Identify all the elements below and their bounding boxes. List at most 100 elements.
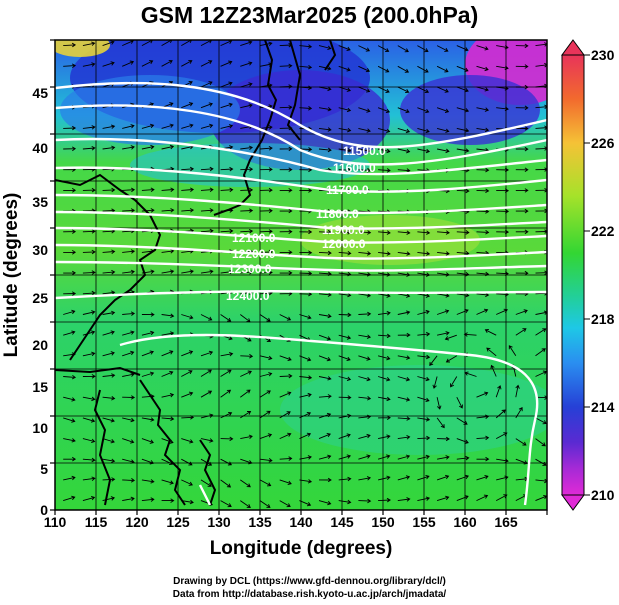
- wind-vector: [299, 500, 312, 507]
- wind-vector: [161, 123, 174, 129]
- contour-label: 12400.0: [226, 289, 270, 303]
- wind-vector: [181, 458, 193, 466]
- wind-vector: [535, 438, 546, 447]
- wind-vector: [141, 40, 154, 46]
- wind-vector: [181, 370, 193, 377]
- colorbar-label: 230: [591, 47, 615, 63]
- wind-vector: [437, 148, 450, 154]
- x-tick-labels: 110 115 120 125 130 135 140 145 150 155 …: [44, 514, 518, 530]
- wind-vector: [63, 229, 77, 234]
- wind-vector: [299, 392, 312, 398]
- wind-vector: [63, 438, 76, 443]
- wind-vector: [279, 105, 293, 110]
- wind-vector: [484, 328, 497, 336]
- wind-vector: [200, 187, 214, 192]
- wind-vector: [122, 311, 136, 316]
- wind-vector: [259, 270, 273, 275]
- wind-vector: [397, 434, 411, 440]
- wind-vector: [515, 309, 528, 315]
- wind-vector: [141, 350, 155, 357]
- wind-vector: [463, 332, 477, 337]
- wind-vector: [476, 308, 489, 315]
- wind-vector: [220, 411, 233, 419]
- wind-vector: [397, 65, 410, 73]
- wind-vector: [476, 188, 490, 193]
- wind-vector: [476, 292, 490, 298]
- wind-vector: [102, 458, 116, 464]
- wind-vector: [496, 271, 509, 276]
- wind-vector: [358, 476, 372, 481]
- wind-vector: [318, 432, 331, 440]
- contour-label: 11600.0: [333, 161, 376, 175]
- wind-vector: [417, 376, 430, 382]
- wind-vector: [456, 438, 469, 444]
- wind-vector: [397, 332, 411, 338]
- wind-vector: [436, 107, 450, 113]
- wind-vector: [397, 497, 411, 502]
- wind-vector: [338, 148, 352, 153]
- wind-vector: [200, 458, 213, 466]
- wind-vector: [122, 350, 135, 357]
- wind-vector: [378, 497, 391, 503]
- wind-vector: [279, 314, 292, 321]
- wind-vector: [515, 84, 529, 90]
- wind-vector: [515, 270, 529, 276]
- contour-label: 11500.0: [343, 144, 386, 158]
- wind-vector: [397, 272, 411, 277]
- wind-vector: [122, 395, 136, 400]
- x-tick-label: 120: [125, 514, 149, 530]
- wind-vector: [397, 127, 411, 134]
- wind-vector: [299, 271, 313, 276]
- wind-vector: [63, 125, 77, 131]
- colorbar-bottom-arrow: [561, 494, 585, 511]
- wind-vector: [102, 373, 116, 378]
- wind-vector: [450, 376, 458, 388]
- wind-vector: [338, 395, 352, 400]
- wind-vector: [259, 390, 271, 398]
- wind-vector: [220, 500, 232, 508]
- wind-vector: [181, 499, 194, 505]
- x-tick-label: 135: [248, 514, 272, 530]
- wind-vector: [417, 272, 431, 277]
- wind-vector: [318, 500, 332, 506]
- wind-vector: [200, 479, 212, 487]
- wind-vector: [299, 250, 313, 255]
- wind-vector: [358, 65, 371, 73]
- wind-vector: [338, 334, 352, 340]
- wind-vector: [161, 392, 175, 398]
- contour-label: 11700.0: [326, 183, 369, 197]
- wind-vector: [476, 271, 490, 277]
- wind-vector: [429, 355, 438, 366]
- wind-vector: [279, 125, 293, 131]
- wind-vector: [338, 292, 352, 298]
- wind-vector: [141, 249, 155, 254]
- wind-vector: [456, 127, 470, 133]
- wind-vector: [141, 208, 155, 213]
- wind-vector: [495, 409, 506, 419]
- wind-vector: [417, 331, 431, 337]
- wind-vector: [122, 458, 135, 464]
- wind-vector: [358, 293, 372, 298]
- wind-vector: [437, 436, 450, 442]
- wind-vector: [495, 385, 502, 398]
- wind-vector: [161, 313, 175, 319]
- colorbar: 230 226 222 218 214 210: [561, 39, 615, 511]
- wind-vector: [122, 249, 136, 254]
- wind-vector: [496, 209, 510, 214]
- wind-vector: [397, 475, 411, 481]
- wind-vector: [417, 496, 431, 502]
- wind-vector: [240, 229, 254, 234]
- y-tick-label: 15: [32, 379, 48, 395]
- wind-vector: [535, 188, 547, 193]
- wind-vector: [181, 415, 195, 420]
- wind-vector: [279, 500, 291, 508]
- wind-vector: [181, 187, 195, 192]
- wind-vector: [456, 292, 470, 298]
- x-tick-label: 155: [412, 514, 436, 530]
- wind-vector: [82, 187, 96, 193]
- wind-vector: [496, 86, 509, 91]
- wind-vector: [318, 412, 332, 419]
- wind-vector: [240, 370, 252, 377]
- wind-vector: [318, 45, 332, 51]
